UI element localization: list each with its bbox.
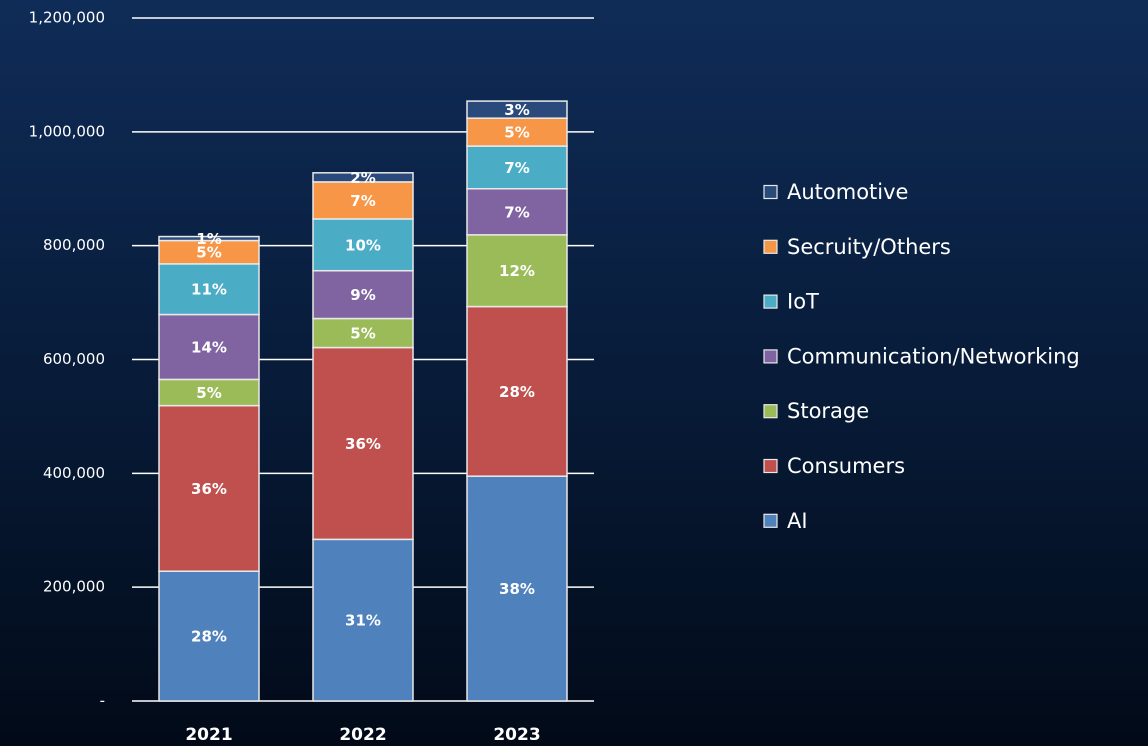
legend-label: Automotive	[787, 180, 908, 204]
bar-segment	[312, 269, 414, 320]
bar-segment	[466, 475, 568, 702]
x-tick-label: 2021	[185, 725, 232, 745]
segment-label: 12%	[499, 262, 535, 280]
bar-segment	[466, 234, 568, 308]
bar-segment	[158, 313, 260, 381]
bar-segment	[312, 317, 414, 349]
bar-segment	[466, 305, 568, 477]
x-tick-label: 2022	[339, 725, 386, 745]
y-tick-label: -	[100, 692, 105, 710]
legend-label: Consumers	[787, 454, 905, 478]
segment-label: 36%	[345, 435, 381, 453]
segment-label: 7%	[350, 192, 375, 210]
bar-segment	[466, 188, 568, 236]
segment-label: 11%	[191, 281, 227, 299]
bar-segment	[466, 117, 568, 147]
legend-swatch	[763, 513, 778, 528]
y-tick-label: 400,000	[43, 464, 105, 482]
legend-swatch	[763, 184, 778, 200]
segment-label: 28%	[191, 628, 227, 646]
legend-label: AI	[787, 509, 808, 533]
bar-segment	[312, 346, 414, 541]
bar-segment	[158, 404, 260, 572]
segment-label: 5%	[196, 384, 221, 402]
legend-swatch	[763, 349, 778, 364]
legend-swatch	[763, 239, 778, 254]
legend-label: Communication/Networking	[787, 344, 1080, 368]
y-tick-label: 600,000	[43, 350, 105, 368]
segment-label: 5%	[350, 325, 375, 343]
segment-label: 14%	[191, 338, 227, 356]
bar-segment	[158, 235, 260, 242]
x-tick-label: 2023	[493, 725, 540, 745]
legend-swatch	[763, 404, 778, 419]
bar-segment	[158, 263, 260, 316]
legend-label: IoT	[787, 290, 819, 314]
legend-label: Secruity/Others	[787, 235, 951, 259]
bar-segment	[312, 172, 414, 183]
segment-label: 28%	[499, 383, 535, 401]
bar-segment	[466, 145, 568, 190]
segment-label: 38%	[499, 580, 535, 598]
legend-swatch	[763, 294, 778, 309]
y-tick-label: 800,000	[43, 236, 105, 254]
segment-label: 1%	[196, 230, 221, 248]
y-tick-label: 200,000	[43, 578, 105, 596]
segment-label: 7%	[504, 159, 529, 177]
bar-segment	[466, 100, 568, 119]
segment-label: 10%	[345, 236, 381, 254]
bar-segment	[158, 570, 260, 702]
bar-segment	[312, 181, 414, 220]
segment-label: 5%	[504, 124, 529, 142]
segment-label: 2%	[350, 169, 375, 187]
legend-label: Storage	[787, 399, 869, 423]
segment-label: 31%	[345, 612, 381, 630]
segment-label: 5%	[196, 244, 221, 262]
bar-segment	[158, 378, 260, 407]
segment-label: 3%	[504, 101, 529, 119]
segment-label: 9%	[350, 286, 375, 304]
legend-swatch	[763, 458, 778, 474]
segment-label: 7%	[504, 203, 529, 221]
y-tick-label: 1,200,000	[29, 9, 105, 27]
segment-label: 36%	[191, 480, 227, 498]
y-tick-label: 1,000,000	[29, 122, 105, 140]
